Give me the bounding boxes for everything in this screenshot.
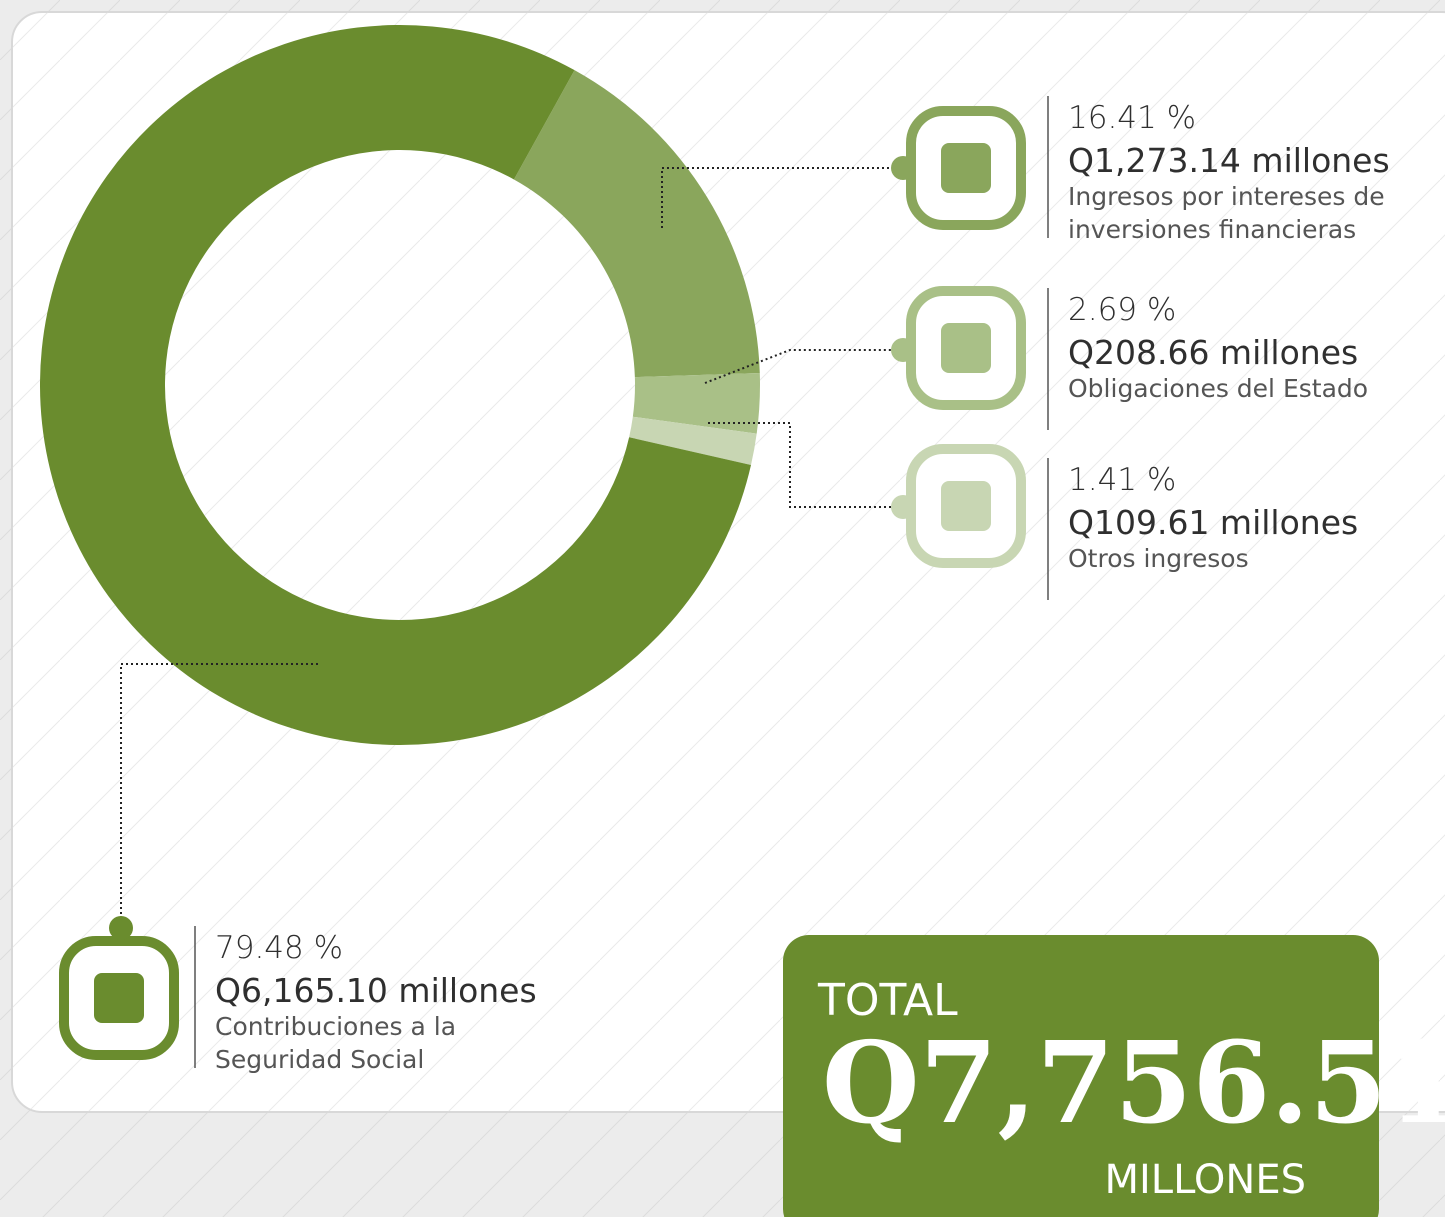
percent-label: 1.41 % [1068,462,1176,498]
icon-glyph [94,973,144,1023]
percent-label: 2.69 % [1068,292,1176,328]
category-label: Obligaciones del Estado [1068,374,1368,403]
donut-segment [632,372,760,434]
amount-label: Q6,165.10 millones [215,971,537,1010]
icon-glyph [941,143,991,193]
category-label: Contribuciones a la [215,1012,456,1041]
leader-line [661,167,893,228]
leader-line [708,422,893,508]
amount-label: Q1,273.14 millones [1068,141,1390,180]
leader-dot [109,916,133,940]
total-unit: MILLONES [1104,1157,1306,1203]
percent-label: 79.48 % [215,930,343,966]
amount-label: Q208.66 millones [1068,333,1358,372]
percent-label: 16.41 % [1068,100,1196,136]
leader-line [704,349,893,384]
leader-line [120,663,318,920]
total-amount: Q7,756.51 [822,1018,1445,1149]
donut-segment [629,416,757,466]
category-label: Otros ingresos [1068,544,1249,573]
leader-dot [891,338,915,362]
total-box [783,935,1379,1217]
amount-label: Q109.61 millones [1068,503,1358,542]
donut-segment [513,70,760,378]
category-label: Seguridad Social [215,1045,424,1074]
panel-pattern [12,12,1445,1112]
donut [40,24,760,746]
total-title: TOTAL [817,975,958,1026]
donut-segment [40,24,751,746]
leader-dot [891,156,915,180]
category-label: inversiones financieras [1068,215,1356,244]
leader-dot [891,495,915,519]
icon-glyph [941,323,991,373]
category-label: Ingresos por intereses de [1068,182,1385,211]
icon-glyph [941,481,991,531]
